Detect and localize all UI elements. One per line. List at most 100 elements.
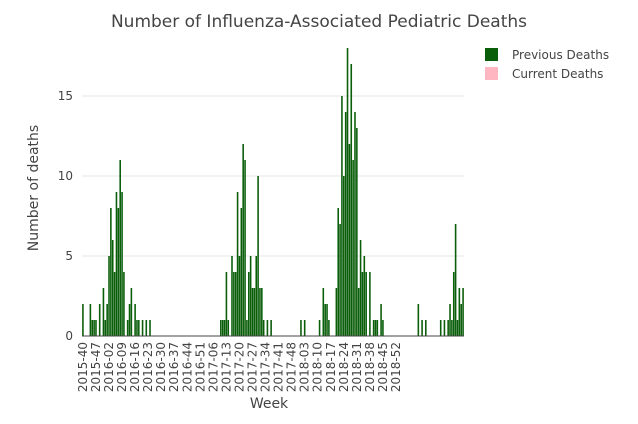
bar[interactable] xyxy=(322,288,325,336)
bar[interactable] xyxy=(346,48,349,336)
bar[interactable] xyxy=(234,272,237,336)
bar[interactable] xyxy=(343,176,345,336)
bar[interactable] xyxy=(303,320,306,336)
bar[interactable] xyxy=(95,320,97,336)
bar[interactable] xyxy=(462,288,464,336)
bar[interactable] xyxy=(82,304,84,336)
bar[interactable] xyxy=(220,320,222,336)
bar[interactable] xyxy=(261,288,263,336)
bar[interactable] xyxy=(223,320,226,336)
bar[interactable] xyxy=(451,320,453,336)
bar[interactable] xyxy=(251,288,254,336)
bar[interactable] xyxy=(238,256,241,336)
bar[interactable] xyxy=(102,288,105,336)
bar[interactable] xyxy=(244,160,246,336)
bar[interactable] xyxy=(136,320,138,336)
x-tick-label: 2017-34 xyxy=(259,342,273,392)
legend-item-previous[interactable]: Previous Deaths xyxy=(485,48,609,62)
bar[interactable] xyxy=(380,304,382,336)
bar[interactable] xyxy=(108,256,110,336)
bar[interactable] xyxy=(119,160,121,336)
bar[interactable] xyxy=(372,320,375,336)
bar[interactable] xyxy=(104,320,107,336)
bar[interactable] xyxy=(354,112,356,336)
bar[interactable] xyxy=(425,320,427,336)
bar[interactable] xyxy=(253,288,256,336)
bar[interactable] xyxy=(128,304,131,336)
bar[interactable] xyxy=(236,192,239,336)
bar[interactable] xyxy=(326,304,328,336)
bar[interactable] xyxy=(257,176,259,336)
bar[interactable] xyxy=(357,288,360,336)
bar[interactable] xyxy=(123,272,125,336)
x-tick-label: 2016-37 xyxy=(167,342,181,392)
bar[interactable] xyxy=(221,320,224,336)
bar[interactable] xyxy=(106,304,108,336)
bar[interactable] xyxy=(249,256,252,336)
bar[interactable] xyxy=(145,320,148,336)
bar[interactable] xyxy=(246,320,248,336)
bar[interactable] xyxy=(460,304,462,336)
bar[interactable] xyxy=(115,192,118,336)
bar[interactable] xyxy=(344,112,347,336)
bar[interactable] xyxy=(225,272,228,336)
bar[interactable] xyxy=(134,304,136,336)
bar[interactable] xyxy=(363,256,366,336)
bar[interactable] xyxy=(458,288,461,336)
bar[interactable] xyxy=(359,240,362,336)
bar[interactable] xyxy=(113,272,116,336)
bar[interactable] xyxy=(365,272,367,336)
bar[interactable] xyxy=(324,304,326,336)
bar[interactable] xyxy=(89,304,92,336)
bar[interactable] xyxy=(111,240,114,336)
bar[interactable] xyxy=(352,160,354,336)
bar[interactable] xyxy=(452,272,455,336)
bar[interactable] xyxy=(91,320,94,336)
bar[interactable] xyxy=(266,320,269,336)
bar[interactable] xyxy=(350,64,353,336)
bar[interactable] xyxy=(240,208,243,336)
bar[interactable] xyxy=(456,320,459,336)
bar[interactable] xyxy=(454,224,457,336)
bar[interactable] xyxy=(231,256,233,336)
bar[interactable] xyxy=(242,144,244,336)
bar[interactable] xyxy=(98,304,101,336)
bar[interactable] xyxy=(233,272,235,336)
bar[interactable] xyxy=(141,320,144,336)
bar[interactable] xyxy=(369,272,371,336)
bar[interactable] xyxy=(376,320,379,336)
bar[interactable] xyxy=(227,320,230,336)
bar[interactable] xyxy=(341,96,343,336)
bar[interactable] xyxy=(356,128,358,336)
bar[interactable] xyxy=(439,320,442,336)
bar[interactable] xyxy=(421,320,423,336)
bar[interactable] xyxy=(121,192,123,336)
bar[interactable] xyxy=(126,320,129,336)
bar[interactable] xyxy=(447,320,449,336)
bar[interactable] xyxy=(247,272,250,336)
bar[interactable] xyxy=(443,320,446,336)
bar[interactable] xyxy=(138,320,140,336)
bar[interactable] xyxy=(449,304,451,336)
bar[interactable] xyxy=(417,304,420,336)
bar[interactable] xyxy=(335,288,338,336)
bar[interactable] xyxy=(110,208,112,336)
bar[interactable] xyxy=(339,224,341,336)
bar[interactable] xyxy=(337,208,340,336)
bar[interactable] xyxy=(382,320,384,336)
bar[interactable] xyxy=(318,320,321,336)
bar[interactable] xyxy=(300,320,302,336)
legend-item-current[interactable]: Current Deaths xyxy=(485,67,603,81)
bar[interactable] xyxy=(328,320,330,336)
bar[interactable] xyxy=(93,320,95,336)
bar[interactable] xyxy=(348,144,351,336)
bar[interactable] xyxy=(255,256,258,336)
bar[interactable] xyxy=(361,272,364,336)
bar[interactable] xyxy=(130,288,133,336)
bar[interactable] xyxy=(270,320,272,336)
bar[interactable] xyxy=(259,288,261,336)
bar[interactable] xyxy=(374,320,377,336)
bar[interactable] xyxy=(262,320,265,336)
bar[interactable] xyxy=(117,208,120,336)
bar[interactable] xyxy=(149,320,151,336)
